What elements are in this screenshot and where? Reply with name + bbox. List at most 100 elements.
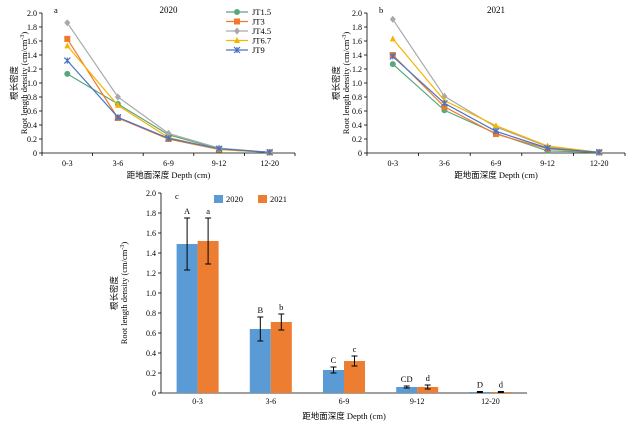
y-tick-label: 1.0 (146, 289, 156, 298)
x-axis-label: 距地面深度 Depth (cm) (127, 170, 211, 180)
x-tick-label: 6-9 (491, 159, 502, 168)
y-tick-label: 0.8 (27, 93, 37, 102)
y-axis-label: 根长密度Root length density (cm/cm-3) (109, 242, 129, 345)
data-point (441, 103, 448, 110)
y-tick-label: 0.4 (27, 121, 37, 130)
data-point (389, 15, 396, 23)
significance-letter: d (426, 373, 431, 383)
legend-swatch (258, 195, 267, 203)
y-tick-label: 1.0 (27, 79, 37, 88)
x-tick-label: 12-20 (260, 159, 279, 168)
series-line-jt1-5 (392, 63, 600, 153)
y-tick-label: 0.8 (352, 93, 362, 102)
legend-label: JT3 (252, 17, 265, 27)
y-tick-label: 1.6 (27, 37, 37, 46)
chart-title: 2021 (487, 5, 505, 15)
significance-letter: B (257, 305, 263, 315)
x-tick-label: 3-6 (439, 159, 450, 168)
y-tick-label: 1.4 (146, 249, 156, 258)
bar (270, 322, 292, 393)
significance-letter: b (279, 302, 283, 312)
panel-label: b (379, 5, 383, 15)
y-axis-label: 根长密度Root length density (cm/cm-3) (331, 32, 351, 135)
series-line-jt9 (392, 55, 600, 153)
x-tick-label: 6-9 (339, 397, 350, 406)
data-point (63, 57, 71, 65)
significance-letter: A (184, 206, 191, 216)
x-tick-label: 9-12 (540, 159, 555, 168)
y-axis-label-cn: 根长密度 (109, 276, 119, 311)
y-tick-label: 0.6 (27, 107, 37, 116)
data-point (389, 52, 397, 60)
y-axis-label-cn: 根长密度 (9, 66, 19, 101)
y-axis-label-sup: -3 (20, 35, 26, 40)
data-point (64, 70, 71, 77)
x-axis-label: 距地面深度 Depth (cm) (454, 170, 538, 180)
y-tick-label: 2.0 (352, 9, 362, 18)
y-tick-label: 0 (358, 149, 362, 158)
y-tick-label: 0.2 (146, 369, 156, 378)
y-axis-label-sup: -3 (342, 35, 348, 40)
legend-marker (234, 27, 240, 35)
series-line-jt3 (392, 54, 600, 153)
bar (396, 387, 418, 393)
y-tick-label: 0.8 (146, 309, 156, 318)
y-tick-label: 1.6 (352, 37, 362, 46)
significance-letter: d (499, 380, 504, 390)
legend-label: JT1.5 (252, 7, 271, 17)
y-axis-label-close: ) (119, 242, 129, 245)
x-tick-label: 0-3 (192, 397, 203, 406)
y-tick-label: 1.0 (352, 79, 362, 88)
data-point (440, 99, 448, 107)
data-point (493, 122, 499, 129)
data-point (544, 144, 552, 152)
x-tick-label: 6-9 (163, 159, 174, 168)
significance-letter: a (206, 206, 210, 216)
data-point (389, 35, 396, 42)
y-axis-label-close: ) (19, 32, 29, 35)
y-tick-label: 0.6 (352, 107, 362, 116)
y-axis-label-en: Root length density (cm/cm (119, 249, 129, 344)
significance-letter: C (331, 355, 337, 365)
legend-marker (234, 9, 240, 15)
y-tick-label: 0.2 (27, 135, 37, 144)
data-point (114, 101, 121, 108)
legend-label: JT6.7 (252, 36, 271, 46)
legend-marker (233, 46, 241, 54)
legend-label: 2020 (226, 194, 243, 204)
panel-label: a (54, 5, 58, 15)
x-tick-label: 0-3 (387, 159, 398, 168)
data-point (165, 129, 172, 137)
y-tick-label: 2.0 (146, 189, 156, 198)
y-axis-label-en: Root length density (cm/cm (341, 39, 351, 134)
data-point (165, 134, 172, 142)
y-axis-label-close: ) (341, 32, 351, 35)
x-axis-label: 距地面深度 Depth (cm) (302, 411, 386, 421)
legend-swatch (214, 195, 223, 203)
y-tick-label: 1.4 (27, 51, 37, 60)
y-tick-label: 0.4 (352, 121, 362, 130)
y-axis-label: 根长密度Root length density (cm/cm-3) (9, 32, 29, 135)
legend-marker (234, 18, 240, 25)
y-tick-label: 1.6 (146, 229, 156, 238)
legend-label: JT9 (252, 45, 265, 55)
y-tick-label: 1.2 (146, 269, 156, 278)
bar (323, 370, 344, 393)
data-point (114, 113, 122, 121)
data-point (389, 61, 396, 68)
data-point (64, 42, 71, 49)
panel-label: c (175, 191, 179, 201)
bar (417, 387, 439, 393)
y-tick-label: 2.0 (27, 9, 37, 18)
x-tick-label: 9-12 (212, 159, 227, 168)
data-point (64, 19, 71, 27)
significance-letter: CD (401, 374, 413, 384)
data-point (492, 127, 500, 135)
x-tick-label: 3-6 (265, 397, 276, 406)
y-tick-label: 0 (33, 149, 37, 158)
data-point (266, 148, 274, 156)
y-tick-label: 0.4 (146, 349, 156, 358)
legend-label: 2021 (270, 194, 287, 204)
y-tick-label: 1.4 (352, 51, 362, 60)
